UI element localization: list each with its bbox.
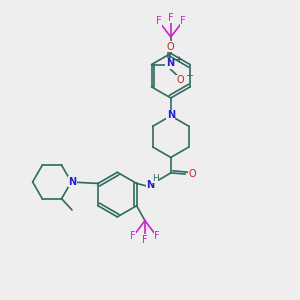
Text: O: O — [177, 75, 184, 85]
Text: O: O — [166, 42, 174, 52]
Text: +: + — [175, 55, 182, 64]
Text: F: F — [142, 235, 148, 245]
Text: N: N — [167, 110, 175, 120]
Text: N: N — [166, 58, 174, 68]
Text: O: O — [189, 169, 196, 179]
Text: F: F — [130, 231, 136, 241]
Text: N: N — [68, 177, 76, 187]
Text: F: F — [154, 231, 160, 241]
Text: −: − — [186, 71, 194, 81]
Text: F: F — [168, 13, 174, 23]
Text: H: H — [152, 174, 159, 183]
Text: N: N — [146, 180, 155, 190]
Text: F: F — [155, 16, 161, 26]
Text: F: F — [181, 16, 186, 26]
